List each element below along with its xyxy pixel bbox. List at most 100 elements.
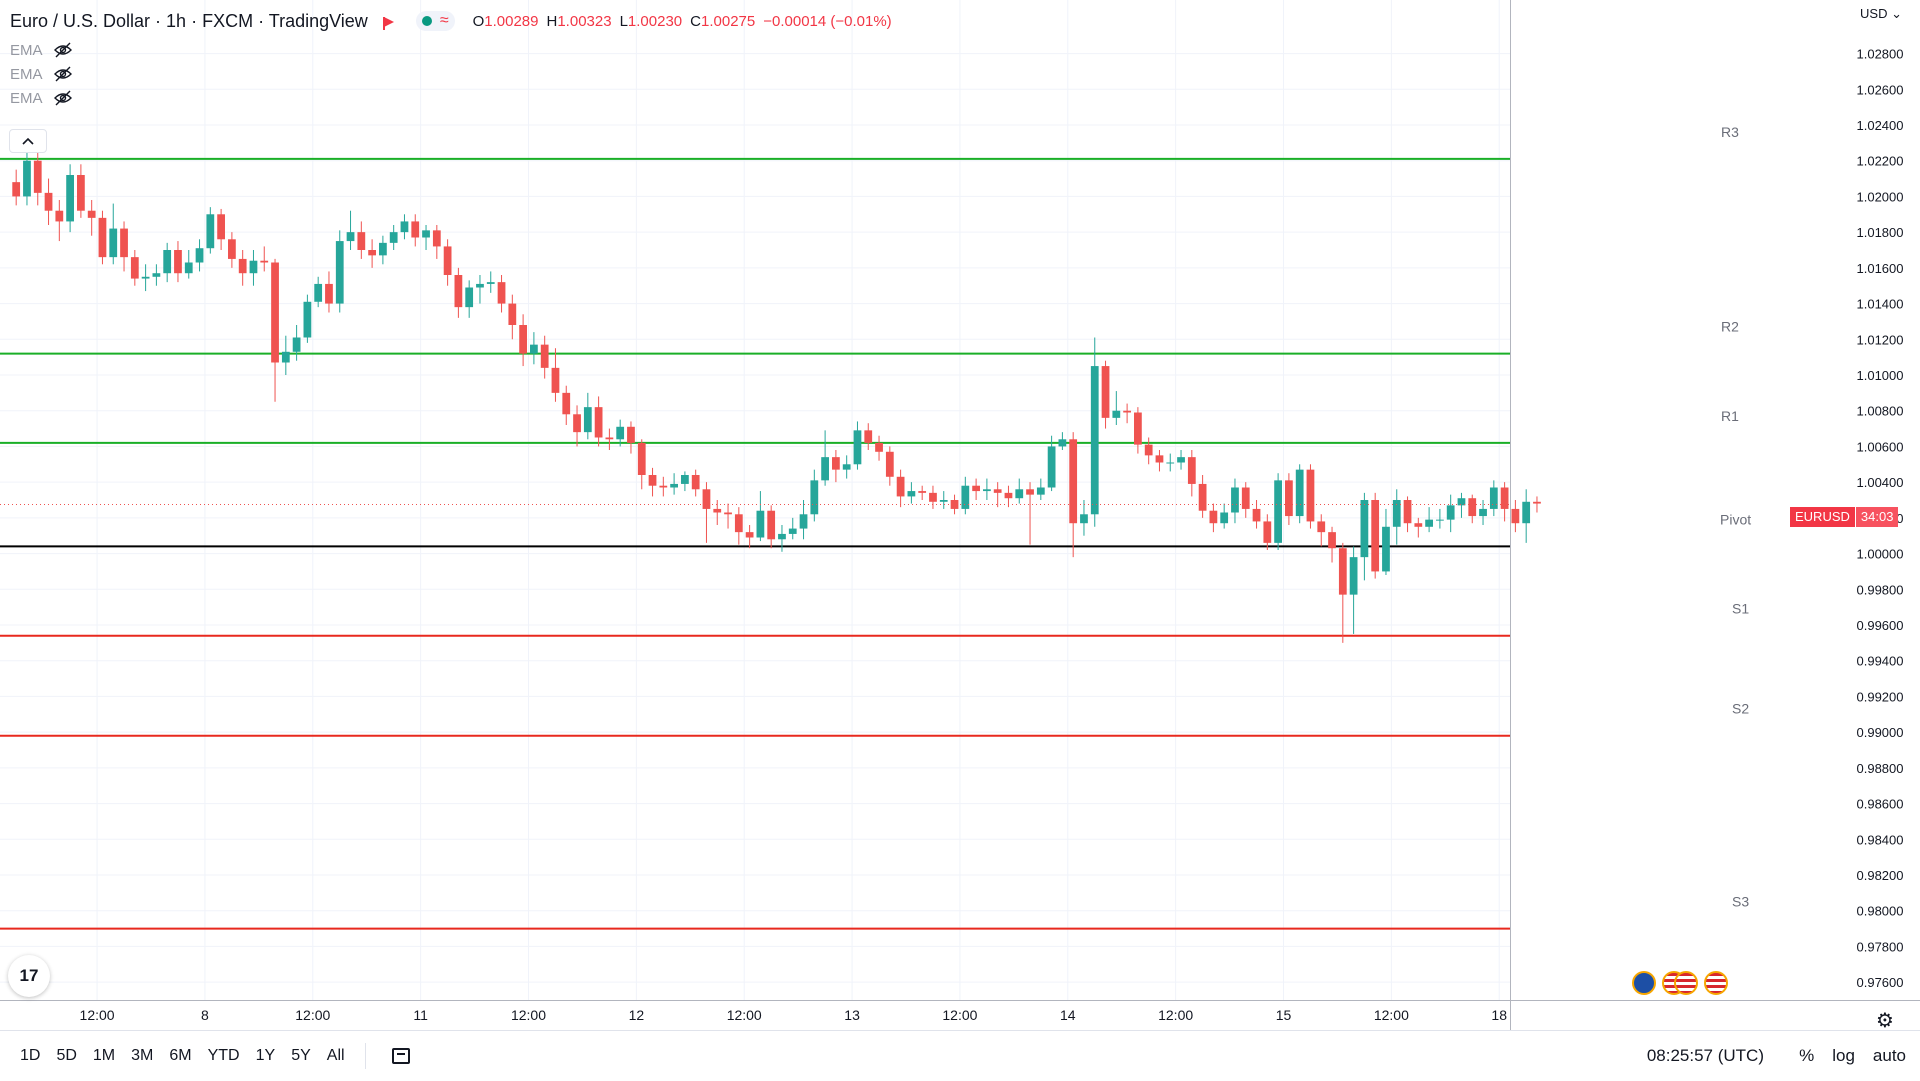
range-1d[interactable]: 1D [20, 1047, 41, 1064]
candle [1112, 391, 1121, 425]
candle-body [217, 214, 225, 240]
market-status-pill[interactable]: ≈ [415, 11, 455, 31]
time-tick-label: 12 [629, 1007, 645, 1023]
candle-body [810, 480, 819, 515]
candle [627, 421, 635, 454]
eye-hidden-icon[interactable] [53, 66, 73, 82]
percent-scale-toggle[interactable]: % [1799, 1046, 1815, 1065]
candle [1533, 496, 1541, 513]
candle [184, 250, 193, 279]
candle-body [1392, 500, 1401, 527]
price-tick-label: 1.01000 [1857, 368, 1904, 383]
candle-body [1382, 526, 1390, 572]
price-tick-label: 0.98800 [1857, 761, 1904, 776]
candle-body [303, 301, 312, 338]
candle [1522, 489, 1531, 543]
candle-body [411, 221, 420, 238]
candle [821, 430, 829, 486]
candle [519, 314, 527, 367]
candle [1209, 503, 1218, 533]
candle [1134, 407, 1142, 454]
calendar-icon[interactable] [391, 1048, 410, 1064]
eye-hidden-icon[interactable] [53, 42, 73, 58]
candle [993, 482, 1002, 508]
indicator-ema-2[interactable]: EMA [10, 63, 73, 85]
candle [551, 348, 560, 402]
range-1m[interactable]: 1M [92, 1047, 116, 1064]
candle [454, 267, 463, 318]
candle [174, 241, 182, 283]
candle-body [1414, 523, 1423, 527]
candle-body [821, 457, 829, 481]
candle-body [637, 442, 646, 475]
candle [379, 235, 387, 265]
level-label-r1: R1 [1721, 408, 1739, 424]
candle-body [1241, 487, 1250, 509]
range-5y[interactable]: 5Y [291, 1047, 311, 1064]
collapse-indicators-button[interactable] [9, 129, 47, 153]
eu-event-icon[interactable] [1632, 971, 1656, 995]
candle-body [271, 262, 279, 363]
candle [670, 473, 678, 495]
chart-settings-gear-icon[interactable]: ⚙ [1876, 1010, 1894, 1032]
candle-body [422, 230, 430, 238]
candle [422, 225, 430, 250]
range-6m[interactable]: 6M [169, 1047, 192, 1064]
currency-selector[interactable]: USD ⌄ [1860, 6, 1902, 21]
us-event-icon[interactable] [1704, 971, 1728, 995]
price-tick-label: 0.99600 [1857, 618, 1904, 633]
ohlc-readout: O1.00289 H1.00323 L1.00230 C1.00275 −0.0… [472, 12, 892, 30]
auto-scale-toggle[interactable]: auto [1872, 1046, 1906, 1065]
indicator-ema-1[interactable]: EMA [10, 39, 73, 61]
candle [314, 276, 323, 308]
candle [659, 476, 668, 497]
range-all[interactable]: All [326, 1047, 345, 1064]
candle [303, 294, 312, 343]
candle [281, 335, 290, 375]
candle [141, 264, 150, 292]
candle [788, 517, 797, 540]
us-event-icon[interactable] [1674, 971, 1698, 995]
range-selector: 1D 5D 1M 3M 6M YTD 1Y 5Y All [20, 1047, 345, 1065]
candle-body [1371, 500, 1380, 572]
log-scale-toggle[interactable]: log [1832, 1046, 1855, 1065]
candle [972, 478, 980, 500]
candle [1241, 482, 1250, 518]
price-tick-label: 0.98200 [1857, 868, 1904, 883]
chart-header: Euro / U.S. Dollar · 1h · FXCM · Trading… [10, 8, 892, 34]
eye-hidden-icon[interactable] [53, 90, 73, 106]
utc-clock[interactable]: 08:25:57 (UTC) [1646, 1046, 1764, 1065]
candle [530, 332, 538, 365]
level-label-s1: S1 [1732, 601, 1749, 617]
chart-grid [0, 0, 1510, 1000]
flag-icon[interactable] [382, 14, 396, 30]
candle [1425, 507, 1433, 533]
price-tick-label: 1.02800 [1857, 47, 1904, 62]
candle-body [540, 344, 549, 368]
candle-body [1036, 487, 1045, 495]
candle-body [1349, 557, 1358, 595]
symbol-title[interactable]: Euro / U.S. Dollar · 1h · FXCM · Trading… [10, 10, 368, 31]
pivot-levels: R3 R2 R1 Pivot S1 S2 S3 [0, 124, 1751, 930]
price-tick-label: 1.00400 [1857, 475, 1904, 490]
price-tick-label: 0.99000 [1857, 725, 1904, 740]
range-ytd[interactable]: YTD [207, 1047, 240, 1064]
candle-body [314, 283, 323, 302]
candle-body [1468, 498, 1477, 517]
tradingview-logo[interactable]: 17 [8, 955, 50, 997]
time-axis: 12:00 8 12:00 11 12:00 12 12:00 13 12:00 14 12:00 1… [0, 1000, 1920, 1023]
candle [1403, 496, 1412, 533]
candle-body [1500, 487, 1509, 509]
range-3m[interactable]: 3M [131, 1047, 154, 1064]
indicator-ema-3[interactable]: EMA [10, 87, 73, 109]
price-tick-label: 0.98600 [1857, 797, 1904, 812]
candle-body [1511, 508, 1520, 524]
candle-body [1080, 514, 1088, 524]
range-5d[interactable]: 5D [56, 1047, 77, 1064]
candle-body [1306, 469, 1315, 522]
candle-body [918, 491, 927, 493]
range-1y[interactable]: 1Y [255, 1047, 276, 1064]
candle-body [130, 257, 139, 279]
candle [929, 485, 937, 509]
